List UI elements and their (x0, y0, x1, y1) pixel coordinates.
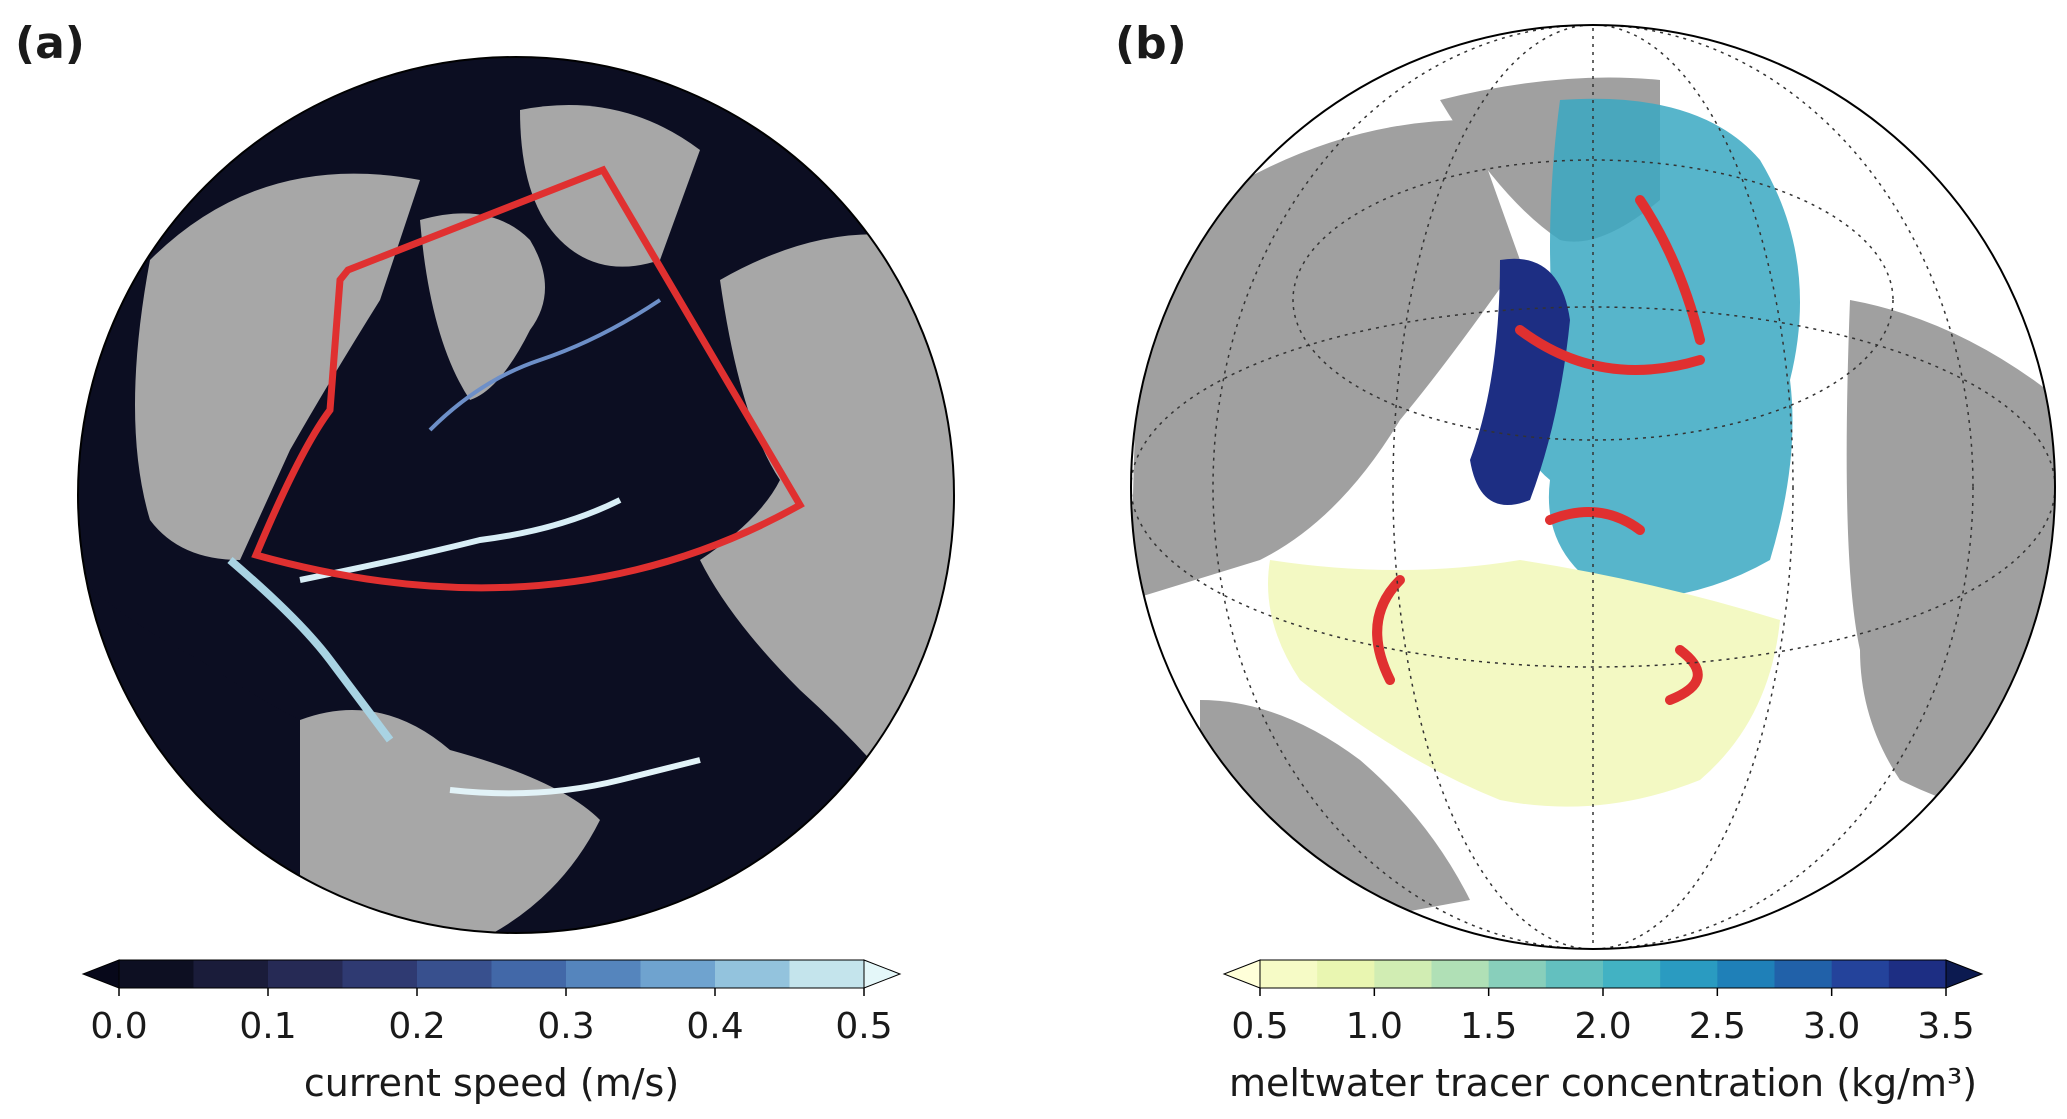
colorbar-segment (1488, 960, 1547, 988)
map-border (1130, 24, 2056, 950)
panel-label: (a) (15, 18, 85, 69)
colorbar-frame (118, 959, 865, 989)
colorbar-segment (119, 960, 194, 988)
map-b (1131, 25, 2055, 949)
panel-label: (b) (1115, 18, 1187, 69)
colorbar-segment (640, 960, 716, 988)
colorbar-segment (1431, 960, 1490, 988)
colorbar-segment (789, 960, 865, 988)
tick-label: 3.5 (1917, 1006, 1974, 1047)
colorbar-segment (1888, 960, 1947, 988)
tick-label: 1.0 (1346, 1006, 1403, 1047)
colorbar-segment (1603, 960, 1661, 988)
colorbar-segment (1717, 960, 1775, 988)
colorbar-segment (417, 960, 492, 988)
colorbar-segment (268, 960, 343, 988)
tick-label: 0.0 (90, 1006, 147, 1047)
colorbar-segment (1260, 960, 1318, 988)
tick-label: 1.5 (1460, 1006, 1517, 1047)
tick-label: 0.2 (388, 1006, 445, 1047)
colorbar-over (1945, 959, 1984, 989)
colorbar-segment (193, 960, 269, 988)
colorbar-label: current speed (m/s) (304, 1061, 679, 1105)
map-border (77, 56, 955, 934)
colorbar-segment (1374, 960, 1432, 988)
colorbar-segment (1317, 960, 1375, 988)
colorbar-under (81, 959, 120, 989)
colorbar-segment (715, 960, 790, 988)
colorbar-segment (1660, 960, 1718, 988)
colorbar-segment (1545, 960, 1604, 988)
colorbar-segment (1831, 960, 1890, 988)
map-a (78, 57, 954, 933)
tick-label: 3.0 (1803, 1006, 1860, 1047)
colorbar-segment (342, 960, 418, 988)
tick-label: 0.3 (537, 1006, 594, 1047)
tick-label: 2.0 (1574, 1006, 1631, 1047)
tick-label: 0.1 (239, 1006, 296, 1047)
colorbar-segment (491, 960, 567, 988)
colorbar-over (863, 959, 902, 989)
tick-label: 2.5 (1689, 1006, 1746, 1047)
colorbar-segment (1774, 960, 1833, 988)
tick-label: 0.5 (835, 1006, 892, 1047)
tick-label: 0.4 (686, 1006, 743, 1047)
colorbar-under (1222, 959, 1261, 989)
tick-label: 0.5 (1231, 1006, 1288, 1047)
colorbar-label: meltwater tracer concentration (kg/m³) (1229, 1061, 1977, 1105)
colorbar-segment (566, 960, 641, 988)
